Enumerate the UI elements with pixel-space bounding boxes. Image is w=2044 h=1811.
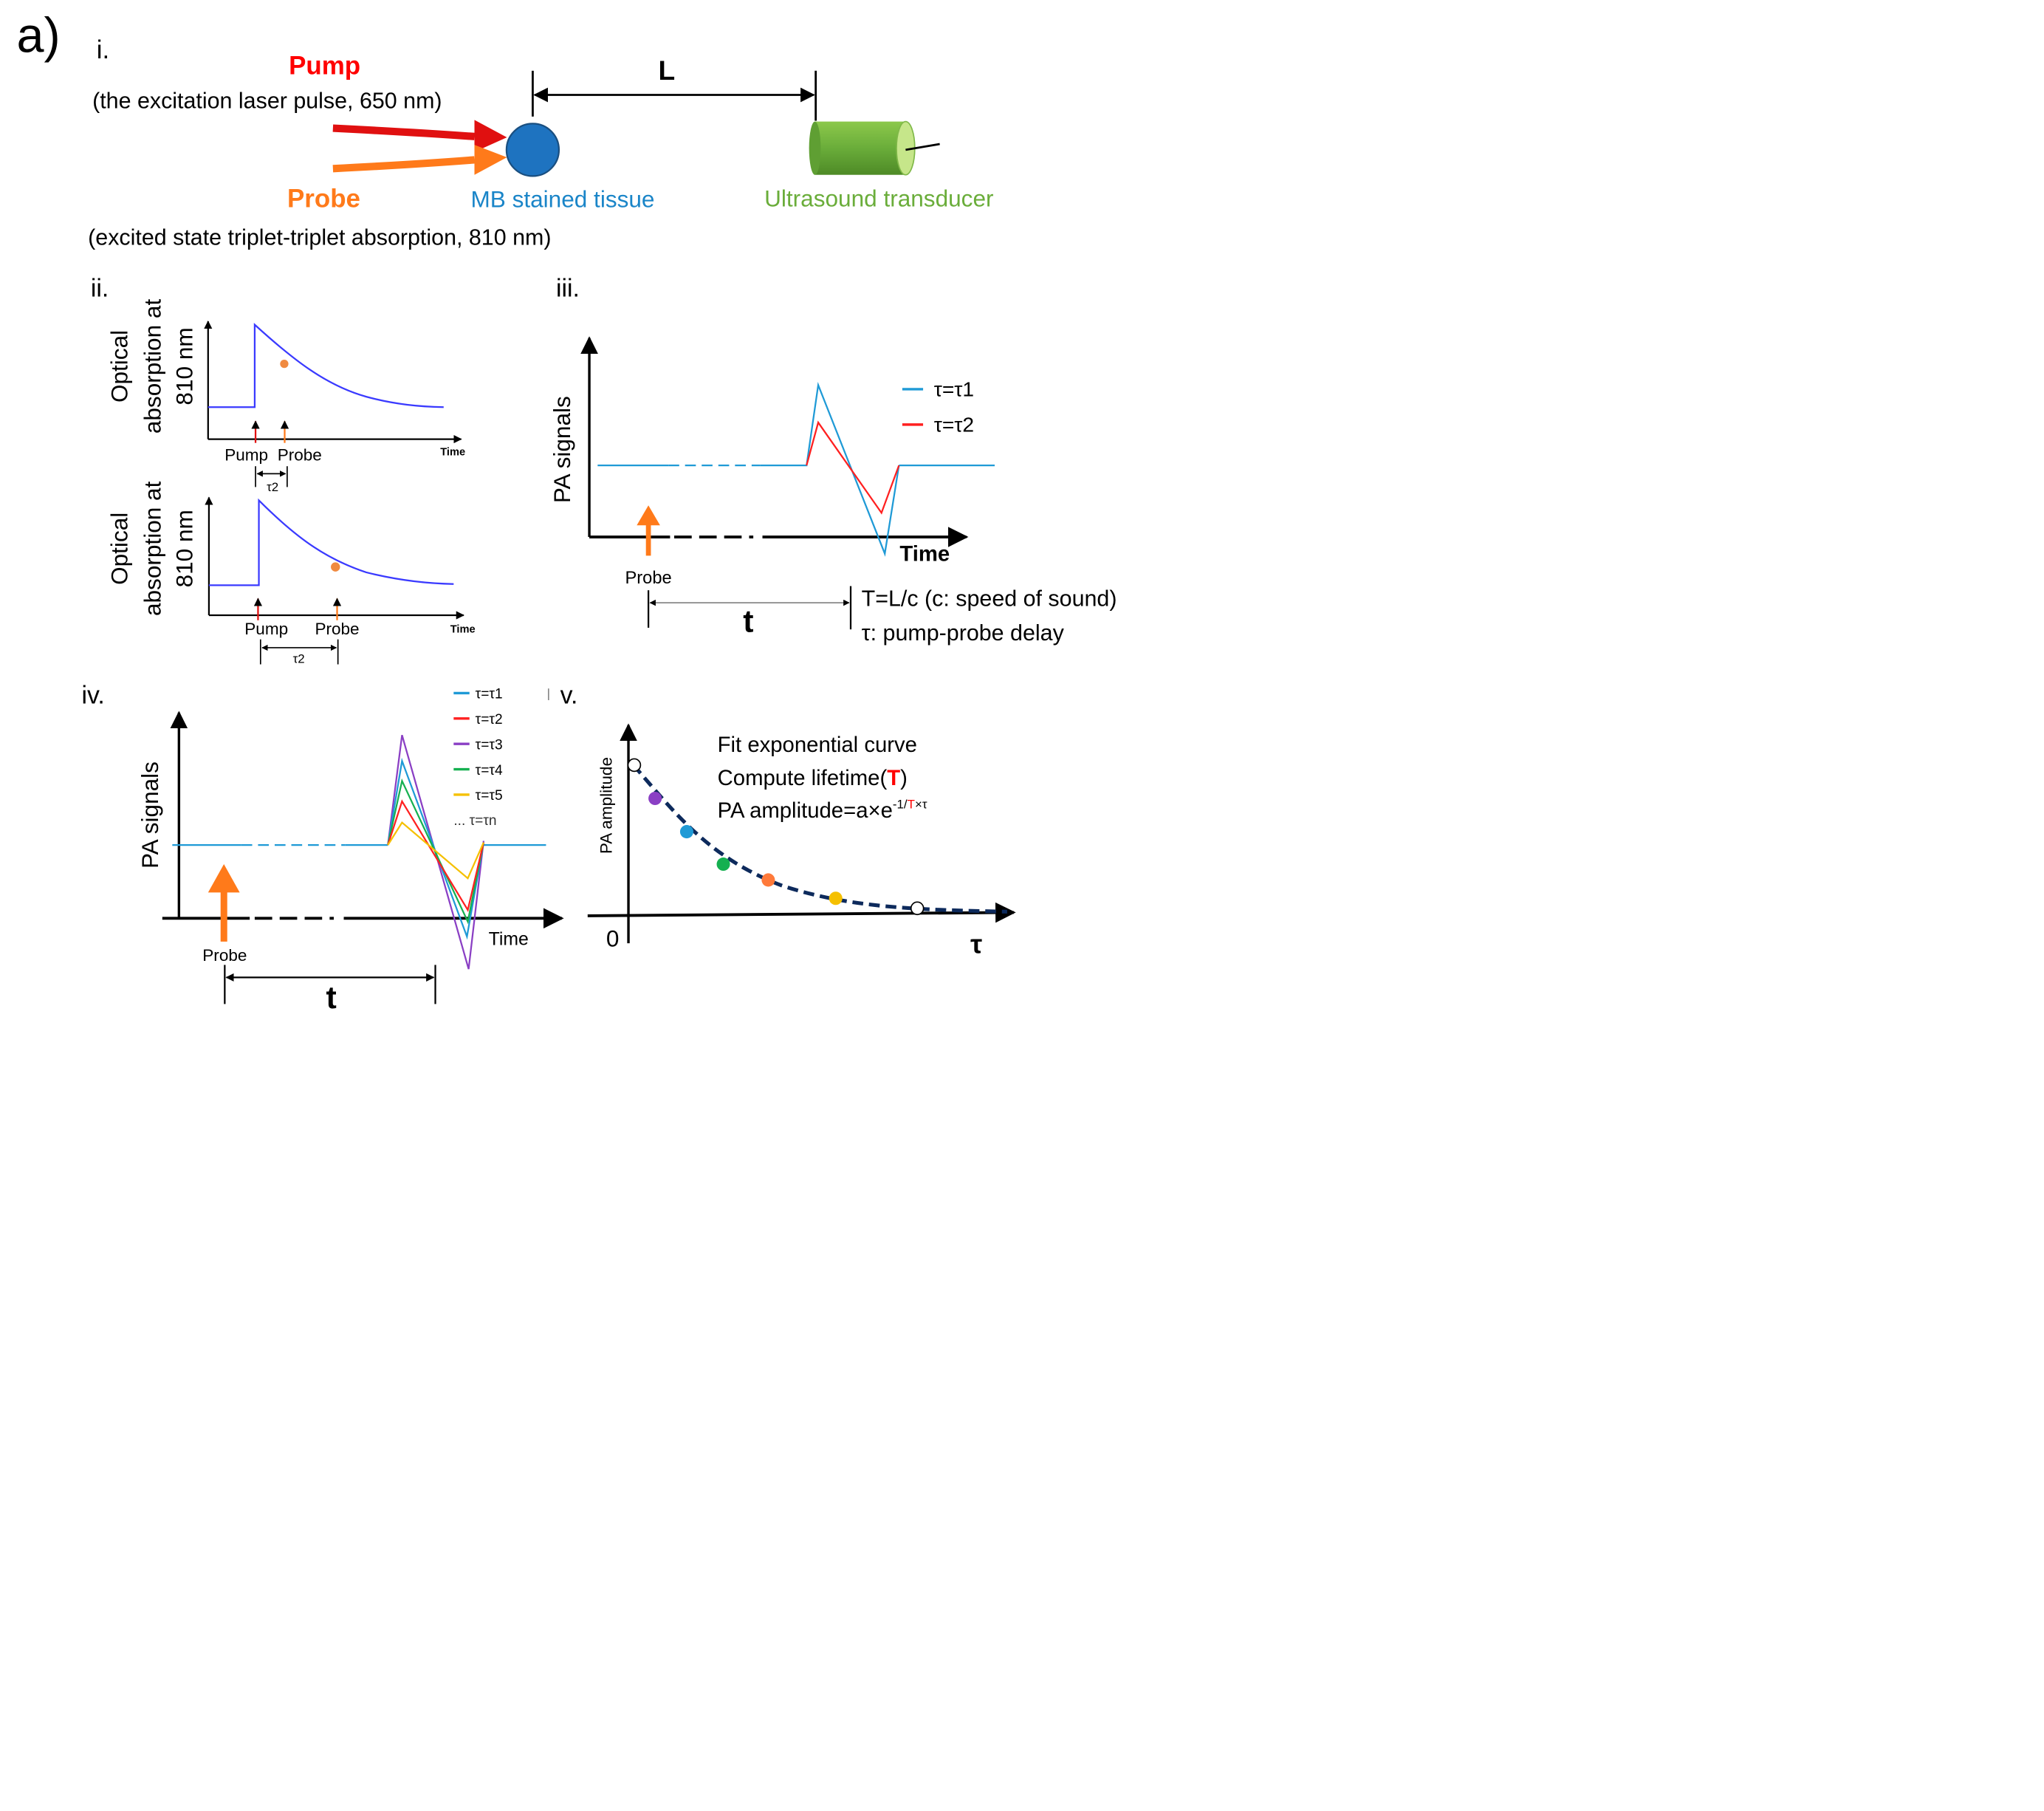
v-annotation-2: Compute lifetime(T)	[718, 766, 908, 790]
panel-iv-plot: PA signals Time Probe t τ=τ1 τ=τ2 τ=τ3 τ…	[137, 687, 564, 1016]
ii-bot-time-label: Time	[450, 624, 476, 636]
iv-xlabel: Time	[489, 929, 529, 949]
v-point-7	[910, 901, 925, 916]
v-point-4	[716, 857, 730, 872]
iii-trace-tau2	[806, 420, 900, 515]
ii-top-delay-label: τ2	[267, 480, 278, 494]
panel-ii-top-plot: Optical absorption at 810 nm Pump Probe …	[106, 299, 465, 495]
ii-bot-ylabel-1: Optical	[106, 513, 132, 585]
iii-probe-label: Probe	[625, 569, 672, 588]
figure-canvas: a) i. Pump (the excitation laser pulse, …	[17, 8, 1117, 1016]
iv-probe-arrow	[208, 864, 240, 942]
probe-description: (excited state triplet-triplet absorptio…	[88, 225, 551, 250]
iii-legend-label-1: τ=τ1	[934, 377, 974, 401]
panel-iii-plot: PA signals Time τ=τ1 τ=τ2 Probe t T=L/c …	[549, 336, 1117, 646]
ii-bot-decay-curve	[208, 498, 454, 586]
iii-legend-label-2: τ=τ2	[934, 412, 974, 436]
panel-v-plot: PA amplitude 0 τ Fit exponential curve C…	[587, 723, 1016, 959]
iv-trace-tau2	[387, 799, 485, 912]
iii-trace-tau1	[806, 381, 900, 557]
figure-label: a)	[17, 8, 61, 63]
v-point-6	[829, 891, 843, 906]
iii-ylabel: PA signals	[549, 396, 575, 503]
v-point-1	[627, 758, 642, 773]
pump-arrow	[332, 120, 507, 152]
v-annotation-2-T: T	[887, 766, 900, 790]
ii-bot-probe-point	[331, 562, 340, 572]
iv-legend-label-4: τ=τ4	[476, 763, 503, 778]
panel-v-label: v.	[560, 681, 578, 709]
v-annotation-1: Fit exponential curve	[718, 733, 917, 757]
figure: a) i. Pump (the excitation laser pulse, …	[0, 0, 1152, 1021]
pump-title: Pump	[289, 51, 360, 80]
ii-bot-delay-label: τ2	[293, 651, 305, 665]
iii-xlabel: Time	[899, 542, 950, 566]
probe-arrow	[332, 145, 507, 175]
tissue-circle	[505, 123, 560, 177]
iii-t-label: t	[743, 604, 753, 640]
iv-legend-label-3: τ=τ3	[476, 737, 503, 753]
v-point-5	[761, 873, 775, 887]
distance-label: L	[659, 55, 676, 86]
panel-iv-label: iv.	[81, 681, 104, 709]
v-fit-curve	[631, 764, 1007, 914]
v-point-2	[648, 791, 662, 806]
panel-ii-bottom-plot: Optical absorption at 810 nm Pump Probe …	[106, 481, 475, 665]
ii-top-ylabel-2: absorption at	[140, 299, 166, 434]
ii-bot-pump-label: Pump	[244, 620, 288, 638]
iv-legend-label-5: τ=τ5	[476, 788, 503, 804]
ii-bot-ylabel-2: absorption at	[140, 481, 166, 616]
ii-top-time-label: Time	[440, 447, 465, 459]
v-annotation-3-sup1: -1/	[893, 798, 908, 812]
iv-legend-label-1: τ=τ1	[476, 687, 503, 702]
v-annotation-3-sup2: ×τ	[915, 798, 927, 812]
v-annotation-3: PA amplitude=a×e-1/T×τ	[718, 798, 927, 823]
v-point-3	[679, 825, 693, 839]
iv-legend-more: ... τ=τn	[453, 813, 496, 829]
ii-top-decay-curve	[208, 323, 444, 408]
iv-t-label: t	[326, 980, 336, 1016]
pump-description: (the excitation laser pulse, 650 nm)	[92, 89, 442, 114]
iv-legend-label-2: τ=τ2	[476, 712, 503, 728]
v-ylabel: PA amplitude	[597, 757, 615, 854]
transducer-label: Ultrasound transducer	[764, 185, 993, 212]
v-annotation-2-prefix: Compute lifetime(	[718, 766, 888, 790]
ii-top-ylabel-1: Optical	[106, 330, 132, 403]
v-annotation-3-prefix: PA amplitude=a×e	[718, 798, 893, 823]
v-xlabel: τ	[970, 929, 982, 959]
panel-i-label: i.	[97, 35, 109, 64]
panel-ii-label: ii.	[91, 274, 109, 302]
iii-probe-arrow	[637, 505, 660, 556]
transducer-icon	[809, 120, 940, 176]
v-x-axis	[587, 902, 1016, 923]
ii-bot-ylabel-3: 810 nm	[171, 510, 197, 587]
iv-ylabel: PA signals	[137, 761, 163, 869]
ii-top-probe-label: Probe	[278, 445, 322, 464]
ii-top-pump-label: Pump	[224, 445, 268, 464]
panel-iii-label: iii.	[556, 274, 580, 302]
ii-top-probe-point	[280, 359, 289, 369]
v-annotation-2-suffix: )	[900, 766, 908, 790]
v-origin-label: 0	[606, 925, 620, 952]
ii-top-ylabel-3: 810 nm	[171, 327, 197, 405]
iii-note-2: τ: pump-probe delay	[862, 620, 1065, 646]
iv-trace-tau5	[387, 821, 484, 880]
tissue-label: MB stained tissue	[470, 186, 654, 213]
v-annotation-3-T: T	[908, 798, 915, 812]
iii-note-1: T=L/c (c: speed of sound)	[862, 586, 1117, 612]
iv-probe-label: Probe	[202, 946, 247, 965]
probe-title: Probe	[287, 185, 360, 213]
ii-bot-probe-label: Probe	[315, 620, 359, 638]
